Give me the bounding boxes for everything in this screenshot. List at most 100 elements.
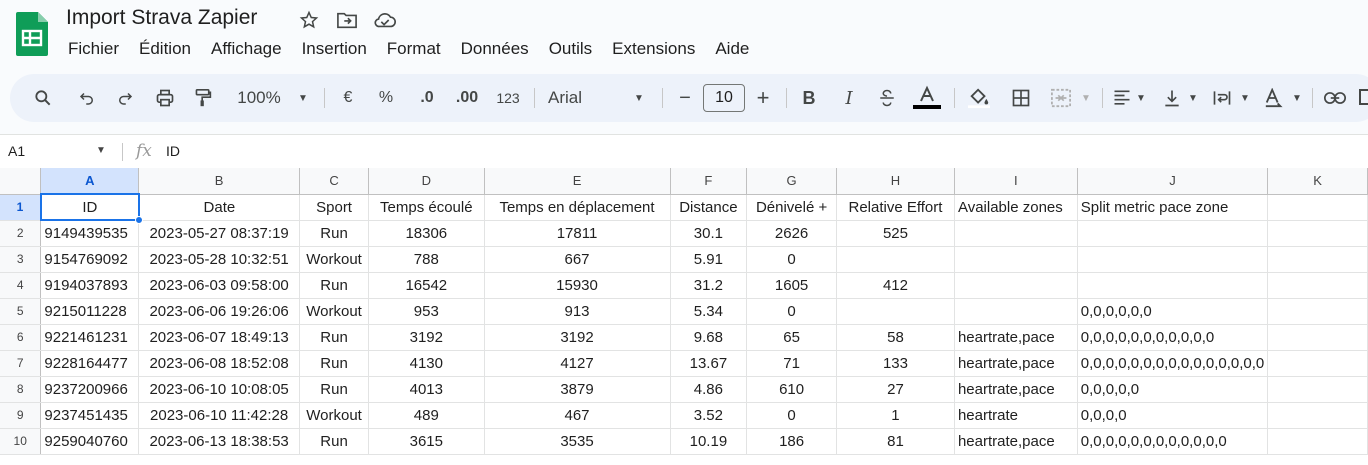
- sheets-logo-icon[interactable]: [16, 12, 48, 56]
- cell-b7[interactable]: 2023-06-08 18:52:08: [138, 350, 301, 377]
- cell-d6[interactable]: 3192: [368, 324, 485, 351]
- cell-c5[interactable]: Workout: [299, 298, 370, 325]
- cell-i3[interactable]: [954, 246, 1078, 273]
- cell-g9[interactable]: 0: [746, 402, 837, 429]
- row-header[interactable]: 6: [0, 324, 42, 351]
- cell-e2[interactable]: 17811: [484, 220, 671, 247]
- cell-j5[interactable]: 0,0,0,0,0,0: [1077, 298, 1269, 325]
- cell-k3[interactable]: [1267, 246, 1368, 273]
- cell-c3[interactable]: Workout: [299, 246, 370, 273]
- chevron-down-icon[interactable]: ▼: [1136, 92, 1146, 104]
- cell-k10[interactable]: [1267, 428, 1368, 455]
- rotate-icon[interactable]: [1262, 74, 1286, 122]
- formula-input[interactable]: ID: [166, 143, 180, 159]
- menu-donnees[interactable]: Données: [460, 39, 529, 58]
- increase-decimal-button[interactable]: .00: [455, 89, 479, 106]
- cell-d4[interactable]: 16542: [368, 272, 485, 299]
- cell-j7[interactable]: 0,0,0,0,0,0,0,0,0,0,0,0,0,0,0: [1077, 350, 1269, 377]
- cell-h7[interactable]: 133: [836, 350, 955, 377]
- cell-b3[interactable]: 2023-05-28 10:32:51: [138, 246, 301, 273]
- cell-f5[interactable]: 5.34: [670, 298, 748, 325]
- cell-h6[interactable]: 58: [836, 324, 955, 351]
- cell-k8[interactable]: [1267, 376, 1368, 403]
- percent-button[interactable]: %: [378, 89, 394, 106]
- cell-c9[interactable]: Workout: [299, 402, 370, 429]
- cell-b2[interactable]: 2023-05-27 08:37:19: [138, 220, 301, 247]
- cell-g6[interactable]: 65: [746, 324, 837, 351]
- chevron-down-icon[interactable]: ▼: [1240, 92, 1250, 104]
- cell-a4[interactable]: 9194037893: [40, 272, 140, 299]
- cell-e10[interactable]: 3535: [484, 428, 671, 455]
- star-icon[interactable]: [296, 8, 322, 32]
- cell-i7[interactable]: heartrate,pace: [954, 350, 1078, 377]
- column-header-g[interactable]: G: [746, 168, 837, 195]
- align-icon[interactable]: [1110, 74, 1134, 122]
- cell-i9[interactable]: heartrate: [954, 402, 1078, 429]
- row-header[interactable]: 3: [0, 246, 42, 273]
- cell-c2[interactable]: Run: [299, 220, 370, 247]
- cell-e7[interactable]: 4127: [484, 350, 671, 377]
- link-icon[interactable]: [1322, 74, 1348, 122]
- fill-color-icon[interactable]: [964, 74, 994, 122]
- font-size-decrease-button[interactable]: −: [679, 86, 691, 109]
- column-header-a[interactable]: A: [40, 168, 140, 195]
- cell-c1[interactable]: Sport: [299, 194, 370, 221]
- cell-a1[interactable]: ID: [39, 193, 143, 224]
- search-icon[interactable]: [28, 74, 58, 122]
- cell-k6[interactable]: [1267, 324, 1368, 351]
- cell-g8[interactable]: 610: [746, 376, 837, 403]
- chevron-down-icon[interactable]: ▼: [298, 92, 308, 104]
- valign-icon[interactable]: [1160, 74, 1184, 122]
- cell-j2[interactable]: [1077, 220, 1269, 247]
- menu-aide[interactable]: Aide: [715, 39, 750, 58]
- font-size-input[interactable]: 10: [703, 84, 745, 112]
- row-header[interactable]: 1: [0, 194, 42, 221]
- cell-e4[interactable]: 15930: [484, 272, 671, 299]
- cell-f1[interactable]: Distance: [670, 194, 748, 221]
- cell-h8[interactable]: 27: [836, 376, 955, 403]
- cloud-saved-icon[interactable]: [372, 8, 398, 32]
- cell-g5[interactable]: 0: [746, 298, 837, 325]
- cell-g1[interactable]: Dénivelé +: [746, 194, 837, 221]
- cell-g2[interactable]: 2626: [746, 220, 837, 247]
- menu-format[interactable]: Format: [386, 39, 441, 58]
- cell-f7[interactable]: 13.67: [670, 350, 748, 377]
- column-header-b[interactable]: B: [138, 168, 301, 195]
- cell-k2[interactable]: [1267, 220, 1368, 247]
- cell-a8[interactable]: 9237200966: [40, 376, 140, 403]
- column-header-j[interactable]: J: [1077, 168, 1269, 195]
- row-header[interactable]: 7: [0, 350, 42, 377]
- strikethrough-icon[interactable]: [874, 74, 900, 122]
- menu-insertion[interactable]: Insertion: [301, 39, 367, 58]
- cell-b1[interactable]: Date: [138, 194, 301, 221]
- cell-i1[interactable]: Available zones: [954, 194, 1078, 221]
- cell-h2[interactable]: 525: [836, 220, 955, 247]
- cell-f6[interactable]: 9.68: [670, 324, 748, 351]
- cell-i4[interactable]: [954, 272, 1078, 299]
- row-header[interactable]: 10: [0, 428, 42, 455]
- decrease-decimal-button[interactable]: .0: [420, 89, 434, 106]
- cell-i6[interactable]: heartrate,pace: [954, 324, 1078, 351]
- cell-k9[interactable]: [1267, 402, 1368, 429]
- cell-k5[interactable]: [1267, 298, 1368, 325]
- redo-icon[interactable]: [110, 74, 140, 122]
- column-header-f[interactable]: F: [670, 168, 748, 195]
- menu-outils[interactable]: Outils: [548, 39, 593, 58]
- move-folder-icon[interactable]: [334, 8, 360, 32]
- font-select[interactable]: Arial: [548, 88, 583, 107]
- cell-d8[interactable]: 4013: [368, 376, 485, 403]
- menu-fichier[interactable]: Fichier: [68, 39, 120, 58]
- cell-j9[interactable]: 0,0,0,0: [1077, 402, 1269, 429]
- cell-e6[interactable]: 3192: [484, 324, 671, 351]
- select-all-corner[interactable]: [0, 168, 42, 195]
- cell-j10[interactable]: 0,0,0,0,0,0,0,0,0,0,0,0: [1077, 428, 1269, 455]
- cell-a3[interactable]: 9154769092: [40, 246, 140, 273]
- cell-a6[interactable]: 9221461231: [40, 324, 140, 351]
- menu-affichage[interactable]: Affichage: [211, 39, 282, 58]
- cell-j6[interactable]: 0,0,0,0,0,0,0,0,0,0,0: [1077, 324, 1269, 351]
- cell-a9[interactable]: 9237451435: [40, 402, 140, 429]
- name-box[interactable]: A1: [8, 143, 26, 159]
- column-header-k[interactable]: K: [1267, 168, 1368, 195]
- undo-icon[interactable]: [72, 74, 102, 122]
- cell-b4[interactable]: 2023-06-03 09:58:00: [138, 272, 301, 299]
